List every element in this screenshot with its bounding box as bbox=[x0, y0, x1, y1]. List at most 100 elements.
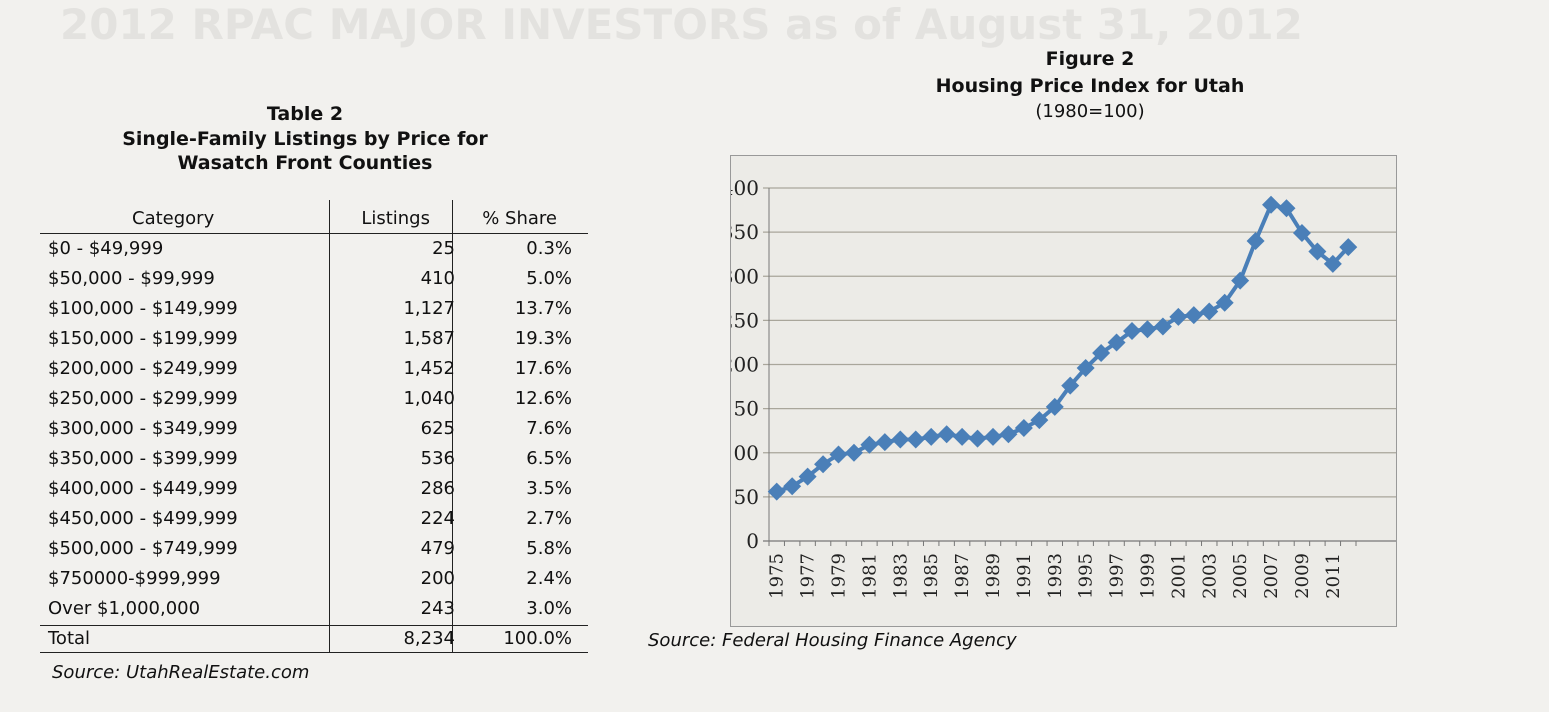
x-tick-label: 2001 bbox=[1168, 553, 1189, 599]
x-tick-label: 2007 bbox=[1261, 553, 1282, 599]
data-point bbox=[1308, 242, 1327, 261]
x-tick-label: 1979 bbox=[829, 553, 850, 599]
row-listings: 410 bbox=[420, 268, 455, 289]
row-category: $300,000 - $349,999 bbox=[48, 418, 238, 439]
y-tick-label: 250 bbox=[731, 308, 759, 332]
x-tick-label: 1983 bbox=[890, 553, 911, 599]
x-tick-label: 2003 bbox=[1199, 553, 1220, 599]
data-point bbox=[1292, 224, 1311, 243]
table-total-row: Total 8,234 100.0% bbox=[40, 628, 588, 658]
y-tick-label: 150 bbox=[731, 397, 759, 421]
row-share: 5.8% bbox=[526, 538, 572, 559]
data-point bbox=[906, 430, 925, 449]
row-category: Over $1,000,000 bbox=[48, 598, 201, 619]
row-share: 13.7% bbox=[514, 298, 572, 319]
series-line bbox=[776, 202, 1350, 494]
table-source: Source: UtahRealEstate.com bbox=[52, 662, 310, 683]
y-tick-label: 400 bbox=[731, 176, 759, 200]
row-share: 3.0% bbox=[526, 598, 572, 619]
total-listings: 8,234 bbox=[403, 628, 455, 649]
chart-title: Housing Price Index for Utah bbox=[935, 75, 1245, 97]
data-point bbox=[844, 443, 863, 462]
table-row: $50,000 - $99,999 410 5.0% bbox=[40, 268, 588, 298]
table-row: $0 - $49,999 25 0.3% bbox=[40, 238, 588, 268]
data-point bbox=[1030, 411, 1049, 430]
table-row: $300,000 - $349,999 625 7.6% bbox=[40, 418, 588, 448]
row-category: $500,000 - $749,999 bbox=[48, 538, 238, 559]
data-point bbox=[1323, 254, 1342, 273]
row-listings: 200 bbox=[420, 568, 455, 589]
line-chart: 0 50 100 150 200 250 300 350 400 1975 1977 1979 1981… bbox=[721, 176, 1396, 599]
data-point bbox=[767, 482, 786, 501]
chart-source: Source: Federal Housing Finance Agency bbox=[648, 630, 1017, 651]
table-title-line1: Single-Family Listings by Price for bbox=[122, 128, 488, 150]
table-row: $450,000 - $499,999 224 2.7% bbox=[40, 508, 588, 538]
background-bleed-text: 2012 RPAC MAJOR INVESTORS as of August 3… bbox=[60, 0, 1303, 49]
row-share: 7.6% bbox=[526, 418, 572, 439]
data-point bbox=[891, 430, 910, 449]
row-listings: 224 bbox=[420, 508, 455, 529]
data-point bbox=[1246, 231, 1265, 250]
y-tick-label: 350 bbox=[731, 220, 759, 244]
row-category: $350,000 - $399,999 bbox=[48, 448, 238, 469]
table-row: $750000-$999,999 200 2.4% bbox=[40, 568, 588, 598]
table-title-line2: Wasatch Front Counties bbox=[177, 152, 433, 174]
row-listings: 286 bbox=[420, 478, 455, 499]
data-point bbox=[1200, 302, 1219, 321]
row-share: 2.7% bbox=[526, 508, 572, 529]
row-listings: 1,587 bbox=[403, 328, 455, 349]
row-share: 17.6% bbox=[514, 358, 572, 379]
row-share: 19.3% bbox=[514, 328, 572, 349]
row-category: $50,000 - $99,999 bbox=[48, 268, 215, 289]
data-point bbox=[968, 429, 987, 448]
table-row: $500,000 - $749,999 479 5.8% bbox=[40, 538, 588, 568]
data-point bbox=[1076, 359, 1095, 378]
row-category: $150,000 - $199,999 bbox=[48, 328, 238, 349]
row-share: 2.4% bbox=[526, 568, 572, 589]
header-share: % Share bbox=[482, 208, 557, 229]
data-point bbox=[1184, 306, 1203, 325]
data-point bbox=[922, 427, 941, 446]
row-share: 6.5% bbox=[526, 448, 572, 469]
data-point bbox=[1107, 333, 1126, 352]
row-listings: 625 bbox=[420, 418, 455, 439]
row-category: $750000-$999,999 bbox=[48, 568, 221, 589]
row-listings: 1,127 bbox=[403, 298, 455, 319]
row-category: $450,000 - $499,999 bbox=[48, 508, 238, 529]
figure-label: Figure 2 bbox=[1045, 48, 1135, 70]
data-point bbox=[1169, 307, 1188, 326]
x-tick-label: 1987 bbox=[952, 553, 973, 599]
data-point bbox=[798, 467, 817, 486]
data-point bbox=[814, 455, 833, 474]
x-tick-label: 1995 bbox=[1076, 553, 1097, 599]
data-point bbox=[1123, 321, 1142, 340]
x-tick-label: 1985 bbox=[921, 553, 942, 599]
data-point bbox=[983, 427, 1002, 446]
data-point bbox=[937, 425, 956, 444]
row-listings: 243 bbox=[420, 598, 455, 619]
data-point bbox=[783, 477, 802, 496]
row-listings: 536 bbox=[420, 448, 455, 469]
chart-subtitle: (1980=100) bbox=[1035, 101, 1145, 122]
data-point bbox=[1262, 195, 1281, 214]
x-tick-label: 2009 bbox=[1292, 553, 1313, 599]
x-tick-label: 1977 bbox=[798, 553, 819, 599]
data-point bbox=[1231, 271, 1250, 290]
chart-area: 0 50 100 150 200 250 300 350 400 1975 1977 1979 1981… bbox=[721, 155, 1397, 627]
data-point bbox=[1092, 344, 1111, 363]
header-listings: Listings bbox=[361, 208, 430, 229]
y-tick-label: 200 bbox=[731, 353, 759, 377]
x-tick-label: 2005 bbox=[1230, 553, 1251, 599]
data-point bbox=[953, 427, 972, 446]
row-share: 12.6% bbox=[514, 388, 572, 409]
row-share: 0.3% bbox=[526, 238, 572, 259]
total-label: Total bbox=[48, 628, 91, 649]
data-point bbox=[860, 435, 879, 454]
x-tick-label: 2011 bbox=[1323, 553, 1344, 599]
data-point bbox=[875, 433, 894, 452]
table-row: $400,000 - $449,999 286 3.5% bbox=[40, 478, 588, 508]
table-row: $150,000 - $199,999 1,587 19.3% bbox=[40, 328, 588, 358]
data-point bbox=[1215, 293, 1234, 312]
y-tick-label: 50 bbox=[734, 485, 759, 509]
x-tick-label: 1981 bbox=[859, 553, 880, 599]
